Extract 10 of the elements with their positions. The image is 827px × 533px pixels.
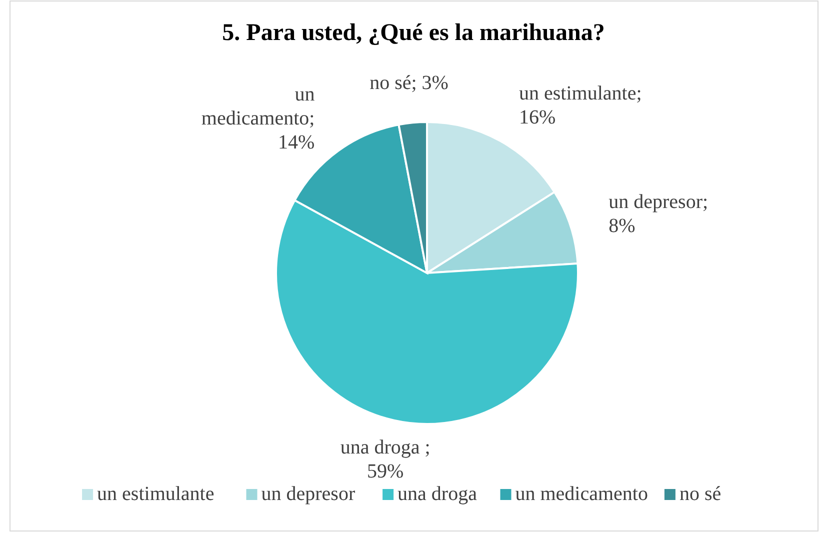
data-label: un depresor; 8% — [608, 190, 708, 237]
chart-title: 5. Para usted, ¿Qué es la marihuana? — [222, 20, 605, 46]
data-label: un estimulante; 16% — [519, 82, 642, 129]
legend-label: una droga — [398, 483, 478, 505]
data-label: no sé; 3% — [370, 72, 448, 94]
legend-label: un medicamento — [515, 483, 648, 505]
legend-label: un depresor — [261, 483, 356, 505]
data-label: un medicamento; 14% — [201, 83, 315, 154]
legend-label: un estimulante — [97, 483, 214, 505]
legend-label: no sé — [679, 483, 722, 505]
